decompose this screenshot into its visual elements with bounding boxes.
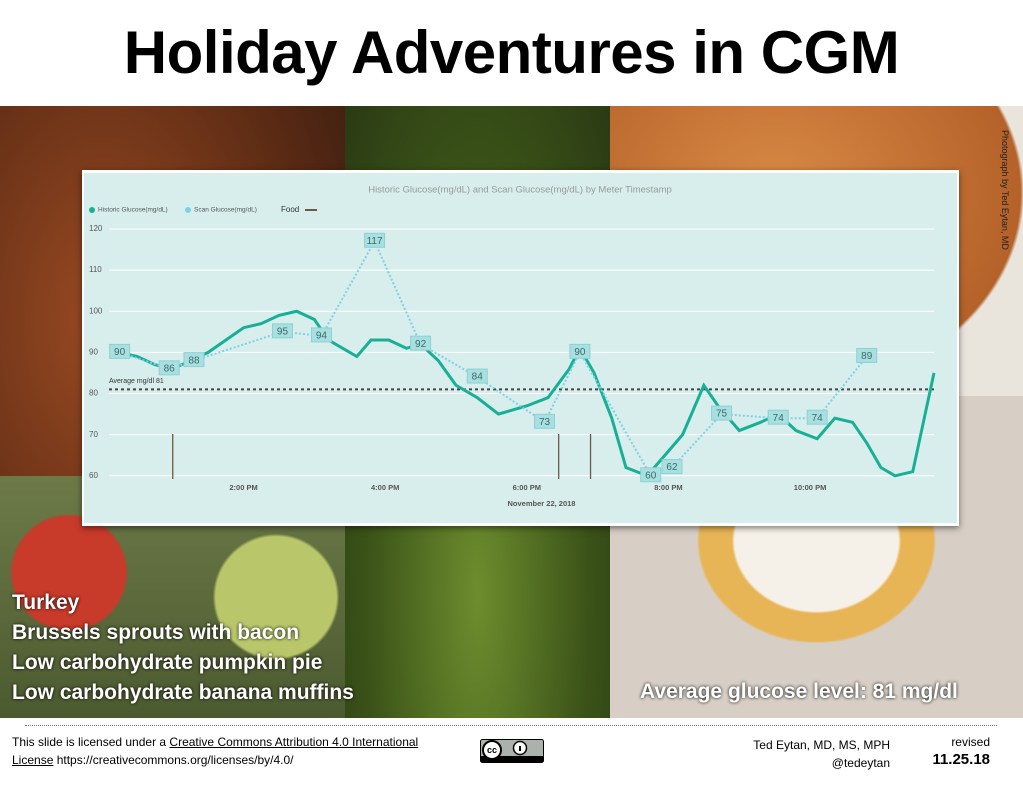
data-label: 90 (574, 347, 586, 358)
data-label: 89 (861, 351, 873, 362)
y-tick-label: 110 (89, 265, 102, 274)
data-label-box (806, 409, 828, 425)
chart: Historic Glucose(mg/dL) and Scan Glucose… (84, 173, 957, 523)
data-label: 73 (539, 417, 551, 428)
y-tick-label: 60 (89, 471, 98, 480)
food-list: Turkey Brussels sprouts with bacon Low car… (12, 588, 354, 708)
x-tick-label: 2:00 PM (229, 483, 257, 492)
data-label-box (711, 405, 733, 421)
data-label: 90 (114, 347, 126, 358)
data-label: 74 (773, 413, 785, 424)
chart-title: Historic Glucose(mg/dL) and Scan Glucose… (368, 185, 672, 196)
reference-label: Average mg/dl 81 (109, 378, 164, 385)
data-label-box (410, 335, 432, 351)
license: This slide is licensed under a Creative … (12, 733, 462, 769)
data-label: 92 (415, 339, 427, 350)
legend-label: Scan Glucose(mg/dL) (194, 207, 257, 214)
data-label: 75 (716, 409, 728, 420)
food-item: Brussels sprouts with bacon (12, 621, 300, 644)
data-label-box (767, 409, 789, 425)
data-label-box (466, 368, 488, 384)
data-label: 86 (164, 363, 176, 374)
y-tick-label: 80 (89, 389, 98, 398)
cc-badge: cc (480, 739, 544, 763)
revised-label: revised (951, 735, 990, 749)
data-label: 60 (645, 470, 657, 481)
legend-swatch (89, 207, 95, 213)
legend-label: Historic Glucose(mg/dL) (98, 207, 168, 214)
y-tick-label: 120 (89, 224, 103, 233)
license-prefix: This slide is licensed under a (12, 735, 170, 749)
data-label-box (640, 467, 662, 483)
x-tick-label: 6:00 PM (513, 483, 541, 492)
divider (25, 725, 997, 726)
y-tick-label: 70 (89, 430, 98, 439)
legend-label: Food (281, 205, 299, 214)
data-label: 84 (472, 372, 484, 383)
data-label-box (856, 348, 878, 363)
y-tick-label: 90 (89, 347, 98, 356)
legend-swatch (185, 207, 191, 213)
author: Ted Eytan, MD, MS, MPH @tedeytan (700, 736, 890, 772)
y-tick-label: 100 (89, 306, 103, 315)
food-item: Low carbohydrate banana muffins (12, 681, 354, 704)
svg-text:cc: cc (487, 745, 497, 755)
x-axis-label: November 22, 2018 (508, 499, 576, 508)
photo-credit: Photograph by Ted Eytan, MD (1000, 130, 1010, 250)
data-label-box (183, 352, 205, 368)
author-handle: @tedeytan (831, 756, 890, 770)
data-label-box (158, 360, 180, 376)
summary: Average glucose level: 81 mg/dl (640, 680, 958, 703)
data-label: 88 (188, 355, 200, 366)
data-label-box (109, 343, 131, 359)
data-label-box (364, 232, 386, 248)
data-label: 62 (666, 462, 678, 473)
data-label-box (534, 413, 556, 429)
series-line (119, 239, 868, 478)
slide-title: Holiday Adventures in CGM (123, 19, 900, 86)
license-link[interactable]: Creative Commons Attribution 4.0 Interna… (12, 735, 419, 767)
data-label-box (271, 323, 293, 339)
chart-card: Historic Glucose(mg/dL) and Scan Glucose… (82, 170, 959, 526)
license-url: https://creativecommons.org/licenses/by/… (53, 753, 294, 767)
data-label: 95 (277, 326, 289, 337)
revised-date: 11.25.18 (932, 751, 990, 768)
x-tick-label: 10:00 PM (794, 483, 827, 492)
data-label: 94 (316, 331, 328, 342)
revision: revised 11.25.18 (920, 733, 990, 769)
series-line (117, 309, 936, 478)
food-item: Low carbohydrate pumpkin pie (12, 651, 323, 674)
food-item: Turkey (12, 591, 80, 614)
x-tick-label: 4:00 PM (371, 483, 399, 492)
data-label-box (310, 327, 332, 343)
author-name: Ted Eytan, MD, MS, MPH (753, 738, 890, 752)
data-label-box (661, 459, 683, 475)
data-label: 117 (367, 236, 383, 247)
data-label-box (569, 343, 591, 359)
x-tick-label: 8:00 PM (654, 483, 682, 492)
data-label: 74 (812, 413, 824, 424)
